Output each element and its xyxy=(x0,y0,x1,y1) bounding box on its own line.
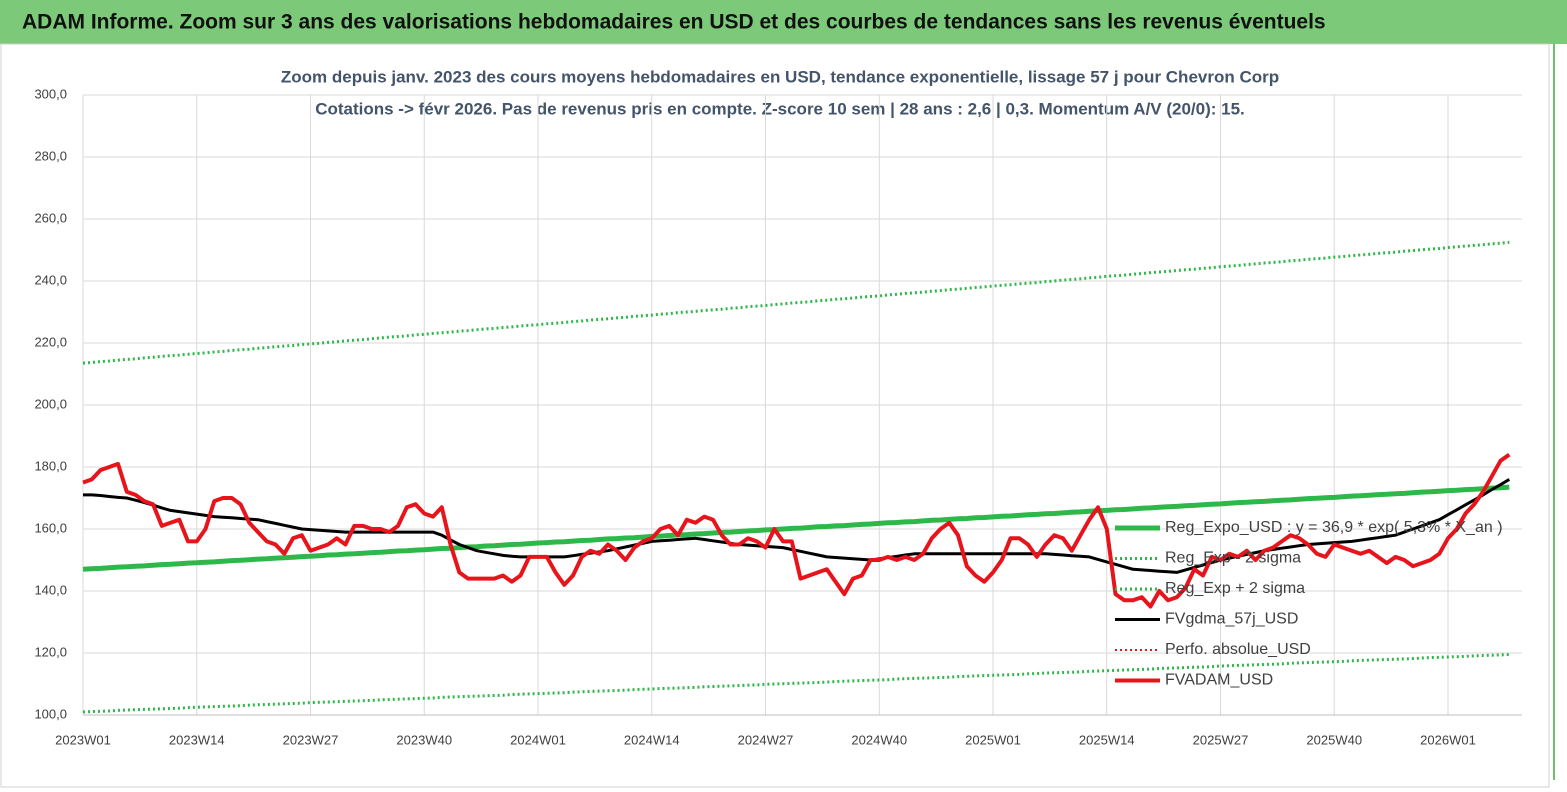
y-tick-label: 120,0 xyxy=(34,644,67,659)
y-tick-label: 180,0 xyxy=(34,458,67,473)
y-tick-label: 140,0 xyxy=(34,582,67,597)
legend-label: Reg_Exp + 2 sigma xyxy=(1165,580,1305,597)
x-tick-label: 2023W27 xyxy=(283,732,339,747)
y-tick-label: 200,0 xyxy=(34,396,67,411)
y-tick-label: 100,0 xyxy=(34,706,67,721)
series-line xyxy=(82,452,1511,609)
chart-title: Zoom depuis janv. 2023 des cours moyens … xyxy=(281,67,1279,86)
header-title: ADAM Informe. Zoom sur 3 ans des valoris… xyxy=(22,11,1326,34)
series-line xyxy=(82,484,1510,572)
y-tick-label: 160,0 xyxy=(34,520,67,535)
series-line xyxy=(82,240,1510,365)
x-tick-label: 2024W40 xyxy=(851,732,907,747)
x-tick-label: 2025W01 xyxy=(965,732,1021,747)
legend-label: FVADAM_USD xyxy=(1165,672,1273,689)
x-tick-label: 2024W27 xyxy=(738,732,794,747)
legend-label: Perfo. absolue_USD xyxy=(1165,641,1311,658)
y-tick-label: 300,0 xyxy=(34,86,67,101)
y-tick-label: 280,0 xyxy=(34,148,67,163)
x-tick-label: 2023W14 xyxy=(169,732,225,747)
x-tick-label: 2025W14 xyxy=(1079,732,1135,747)
y-tick-label: 260,0 xyxy=(34,210,67,225)
legend-label: FVgdma_57j_USD xyxy=(1165,611,1298,628)
x-tick-label: 2024W01 xyxy=(510,732,566,747)
x-tick-label: 2025W27 xyxy=(1193,732,1249,747)
x-tick-label: 2024W14 xyxy=(624,732,680,747)
chart-frame xyxy=(0,43,1550,788)
x-tick-label: 2023W40 xyxy=(396,732,452,747)
x-tick-label: 2023W01 xyxy=(55,732,111,747)
x-tick-label: 2025W40 xyxy=(1306,732,1362,747)
legend-label: Reg_Expo_USD : y = 36,9 * exp( 5,3% * X_… xyxy=(1165,519,1503,536)
header-bar xyxy=(0,0,1567,44)
series-line xyxy=(82,653,1510,714)
x-tick-label: 2026W01 xyxy=(1420,732,1476,747)
legend-label: Reg_Exp - 2 sigma xyxy=(1165,550,1301,567)
y-tick-label: 220,0 xyxy=(34,334,67,349)
y-tick-label: 240,0 xyxy=(34,272,67,287)
chart-subtitle: Cotations -> févr 2026. Pas de revenus p… xyxy=(315,99,1245,118)
